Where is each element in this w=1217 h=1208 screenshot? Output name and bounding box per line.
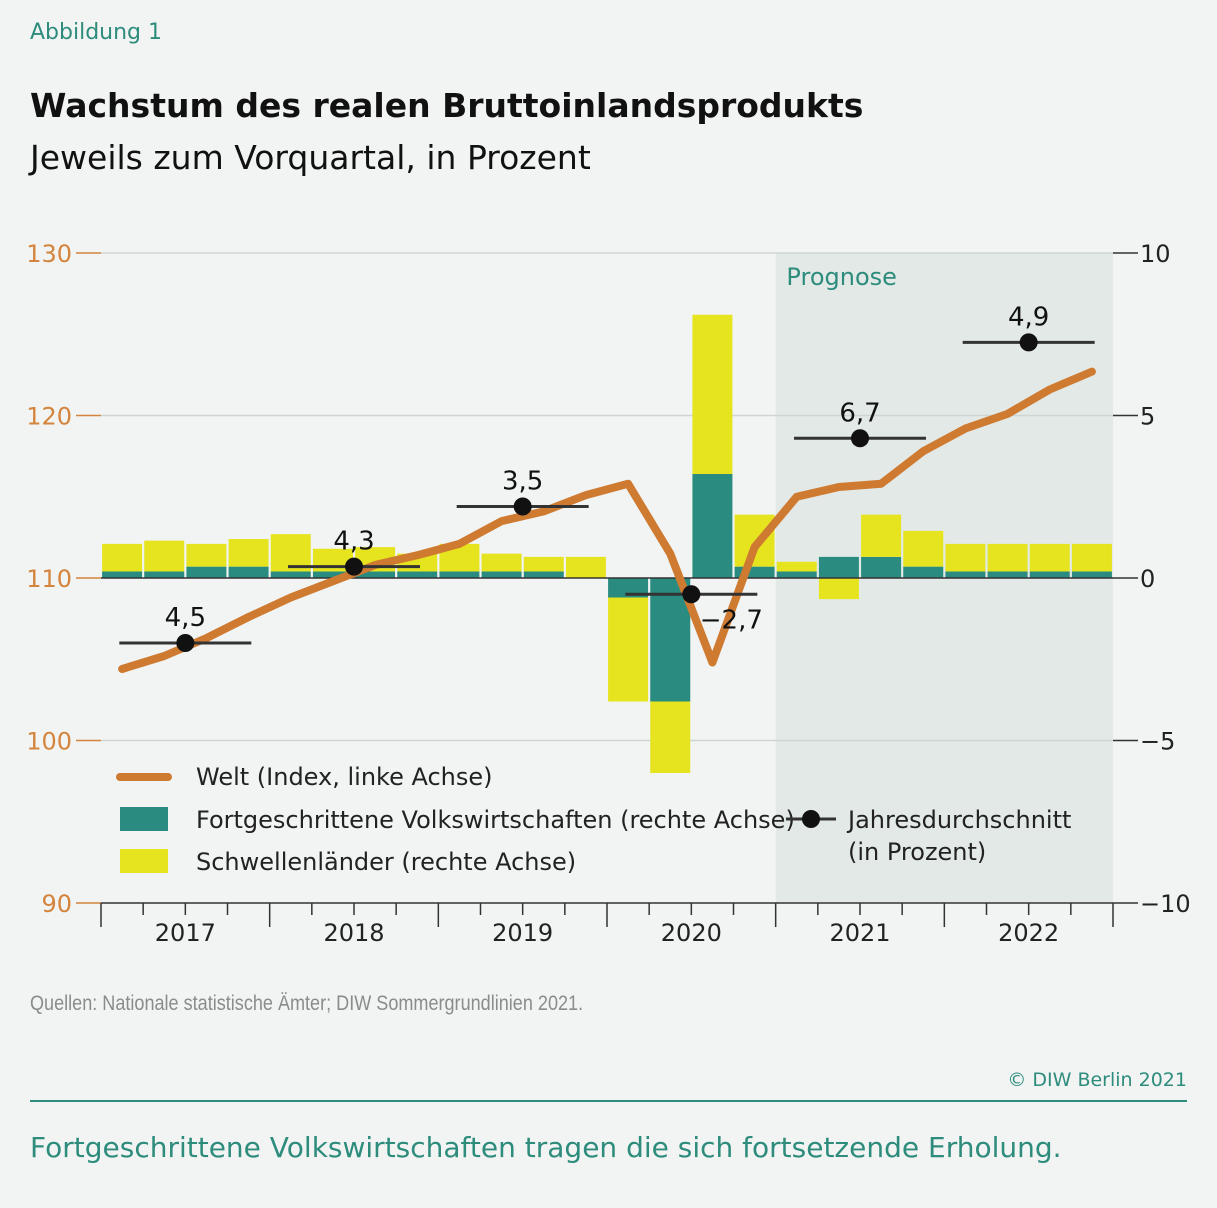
annual-average-label: −2,7	[700, 605, 763, 635]
bar-advanced	[608, 578, 649, 598]
bar-emerging	[945, 543, 986, 572]
bar-emerging	[987, 543, 1028, 572]
left-axis-tick-label: 90	[41, 890, 72, 918]
source-note: Quellen: Nationale statistische Ämter; D…	[30, 992, 584, 1015]
bar-emerging	[523, 556, 564, 572]
bar-advanced	[818, 556, 859, 578]
bar-emerging	[650, 701, 691, 773]
bar-emerging	[692, 314, 733, 474]
left-axis-tick-label: 100	[26, 728, 72, 756]
legend-label-world: Welt (Index, linke Achse)	[196, 763, 493, 791]
left-axis-tick-label: 120	[26, 403, 72, 431]
bar-advanced	[776, 571, 817, 578]
bar-advanced	[228, 566, 269, 578]
copyright: © DIW Berlin 2021	[1007, 1069, 1187, 1091]
left-axis-tick-label: 130	[26, 240, 72, 268]
annual-average-label: 4,5	[165, 603, 206, 633]
bar-advanced	[1029, 571, 1070, 578]
annual-average-marker	[682, 585, 701, 604]
x-axis-year-label: 2022	[998, 919, 1059, 947]
right-axis-tick-label: 5	[1140, 403, 1155, 431]
bar-advanced	[692, 474, 733, 578]
bar-advanced	[734, 566, 775, 578]
world-index-line	[118, 367, 1096, 673]
bar-emerging	[481, 553, 522, 572]
bar-advanced	[945, 571, 986, 578]
bar-advanced	[903, 566, 944, 578]
x-axis-year-label: 2017	[155, 919, 216, 947]
right-axis-tick-label: −5	[1140, 728, 1175, 756]
bar-advanced	[312, 571, 353, 578]
figure-label: Abbildung 1	[30, 20, 163, 45]
bar-advanced	[270, 571, 311, 578]
legend-label-average-unit: (in Prozent)	[848, 838, 986, 866]
annual-average-label: 4,3	[333, 527, 374, 557]
bar-emerging	[186, 543, 227, 567]
left-axis-tick-label: 110	[26, 565, 72, 593]
right-axis-tick-label: −10	[1140, 890, 1191, 918]
legend-label-emerging: Schwellenländer (rechte Achse)	[196, 848, 576, 876]
bar-advanced	[186, 566, 227, 578]
legend-swatch-average-marker	[802, 810, 820, 828]
legend-label-average: Jahresdurchschnitt	[846, 806, 1071, 834]
right-axis-tick-label: 10	[1140, 240, 1171, 268]
bar-advanced	[144, 571, 185, 578]
bar-advanced	[523, 571, 564, 578]
bar-emerging	[102, 543, 143, 572]
x-axis-year-label: 2021	[829, 919, 890, 947]
forecast-label: Prognose	[786, 263, 896, 291]
legend-label-advanced: Fortgeschrittene Volkswirtschaften (rech…	[196, 806, 795, 834]
legend-swatch-advanced	[120, 807, 168, 831]
annual-average-marker	[176, 634, 195, 652]
x-axis-year-label: 2018	[323, 919, 384, 947]
legend-swatch-emerging	[120, 849, 168, 873]
annual-average-label: 3,5	[502, 467, 543, 497]
bar-advanced	[861, 556, 902, 578]
bar-emerging	[861, 514, 902, 557]
bar-emerging	[776, 561, 817, 572]
bar-emerging	[565, 556, 606, 578]
annual-average-marker	[1019, 333, 1038, 352]
chart-title: Wachstum des realen Bruttoinlandsprodukt…	[30, 86, 864, 125]
right-axis-tick-label: 0	[1140, 565, 1155, 593]
x-axis-year-label: 2019	[492, 919, 553, 947]
annual-average-marker	[513, 497, 532, 516]
annual-average-label: 6,7	[839, 398, 880, 428]
bar-emerging	[1029, 543, 1070, 572]
bar-advanced	[481, 571, 522, 578]
bar-emerging	[608, 597, 649, 702]
bar-emerging	[734, 514, 775, 567]
bar-advanced	[397, 571, 438, 578]
chart-subtitle: Jeweils zum Vorquartal, in Prozent	[30, 138, 591, 177]
bar-advanced	[439, 571, 480, 578]
bar-advanced	[987, 571, 1028, 578]
bar-advanced	[1071, 571, 1112, 578]
annual-average-marker	[851, 429, 869, 448]
bar-advanced	[102, 571, 143, 578]
bar-advanced	[355, 571, 396, 578]
x-axis-year-label: 2020	[661, 919, 722, 947]
bar-emerging	[228, 539, 269, 567]
bar-emerging	[818, 578, 859, 600]
bar-emerging	[144, 540, 185, 572]
bar-emerging	[1071, 543, 1112, 572]
caption: Fortgeschrittene Volkswirtschaften trage…	[30, 1131, 1062, 1164]
annual-average-marker	[345, 557, 363, 576]
bar-emerging	[903, 530, 944, 567]
divider	[30, 1100, 1187, 1102]
annual-average-label: 4,9	[1008, 302, 1049, 332]
